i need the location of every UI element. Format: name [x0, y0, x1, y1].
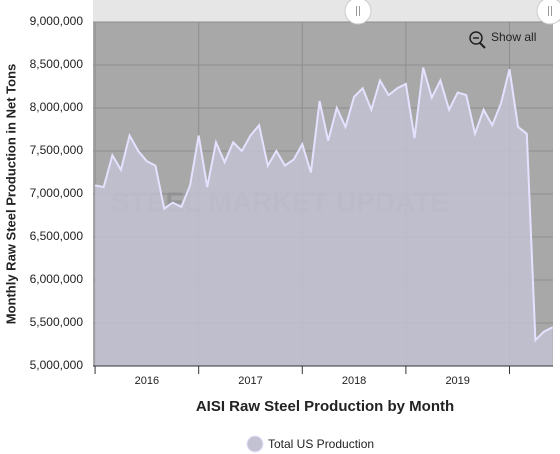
area — [95, 67, 553, 366]
navigator[interactable] — [93, 0, 560, 22]
legend-marker — [246, 435, 264, 453]
x-tick-label: 2017 — [238, 375, 262, 387]
y-tick-label: 6,000,000 — [30, 272, 84, 286]
zoom-icon[interactable] — [469, 31, 483, 45]
y-tick-label: 8,000,000 — [30, 100, 84, 114]
line — [94, 67, 554, 343]
x-tick-label: 2016 — [135, 375, 159, 387]
y-tick-label: 7,500,000 — [30, 143, 84, 157]
navigator-handle[interactable] — [344, 0, 372, 25]
y-tick-label: 5,500,000 — [30, 315, 84, 329]
show-all-button[interactable]: Show all — [491, 30, 536, 44]
x-tick-label: 2019 — [445, 375, 469, 387]
x-axis-title: AISI Raw Steel Production by Month — [196, 398, 454, 415]
y-tick-label: 9,000,000 — [30, 14, 84, 28]
y-axis-title: Monthly Raw Steel Production in Net Tons — [3, 64, 18, 325]
y-tick-label: 6,500,000 — [30, 229, 84, 243]
x-tick-label: 2018 — [342, 375, 366, 387]
zoom-icon-handle — [479, 42, 486, 49]
y-tick-label: 8,500,000 — [30, 57, 84, 71]
y-tick-label: 5,000,000 — [30, 358, 84, 372]
y-tick-label: 7,000,000 — [30, 186, 84, 200]
legend-label[interactable]: Total US Production — [268, 437, 374, 451]
